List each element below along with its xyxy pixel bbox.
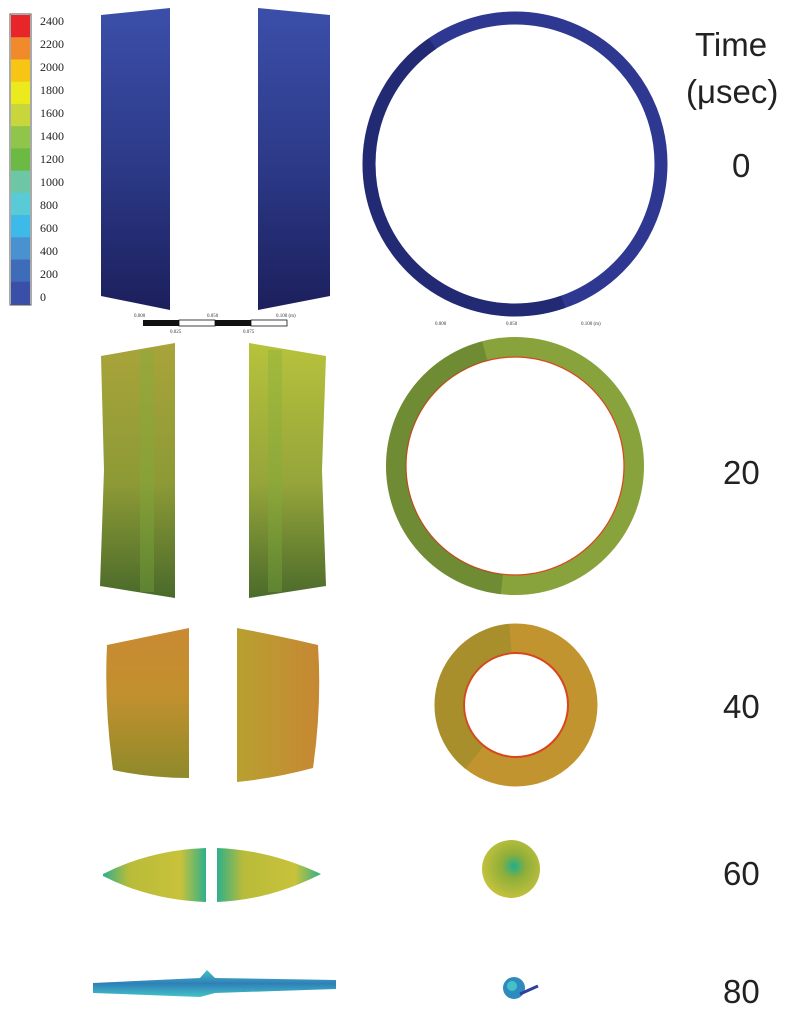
liner-side-left-t20 — [100, 343, 175, 598]
liner-side-right-t40 — [237, 628, 320, 782]
scale-bar-segment — [143, 320, 179, 326]
frame-t20 — [100, 337, 644, 598]
legend-tick-label: 2000 — [40, 60, 64, 74]
legend-tick-label: 0 — [40, 290, 46, 304]
legend-swatch — [11, 192, 30, 216]
scale-bar-segment — [215, 320, 251, 326]
liner-side-right-t0 — [258, 8, 330, 310]
legend-tick-label: 800 — [40, 198, 58, 212]
legend-labels: 2400 2200 2000 1800 1600 1400 1200 1000 … — [40, 14, 64, 304]
scale-bar-sublabel: 0.025 — [170, 330, 182, 335]
legend-swatch — [11, 259, 30, 283]
frame-t80 — [93, 970, 539, 999]
time-label-0: 0 — [732, 147, 750, 184]
legend-swatch — [11, 148, 30, 172]
legend-frame — [9, 13, 32, 306]
legend-tick-label: 1800 — [40, 83, 64, 97]
liner-side-right-t60 — [217, 848, 321, 902]
liner-ball-t60 — [482, 840, 540, 898]
scale-bar-label: 0.000 — [435, 322, 447, 327]
liner-ring-shade-t20 — [386, 337, 644, 595]
liner-ring-shade-t40 — [434, 623, 598, 787]
legend-tick-label: 1600 — [40, 106, 64, 120]
legend-swatch — [11, 81, 30, 105]
liner-stripe-t20 — [268, 350, 282, 592]
scale-bar-segment — [178, 319, 216, 327]
scale-bar-top: 0.000 0.050 0.100 (m) — [435, 322, 601, 327]
legend-tick-label: 2400 — [40, 14, 64, 28]
time-column: Time (μsec) 0 20 40 60 80 — [686, 26, 778, 1010]
legend-swatch — [11, 59, 30, 83]
time-label-40: 40 — [723, 688, 760, 725]
frame-t40 — [106, 623, 598, 787]
legend-swatch — [11, 281, 30, 305]
liner-side-left-t60 — [103, 848, 206, 902]
legend-swatch — [11, 103, 30, 127]
time-label-20: 20 — [723, 454, 760, 491]
legend-tick-label: 200 — [40, 267, 58, 281]
scale-bar-label: 0.100 (m) — [276, 314, 296, 319]
scale-bar-label: 0.050 — [207, 314, 219, 319]
frame-t0: 0.000 0.050 0.100 (m) 0.025 0.075 0.000 … — [101, 8, 668, 335]
legend-swatch — [11, 15, 30, 38]
liner-ring-shade-t0 — [362, 11, 668, 317]
liner-ring-inner-edge-t20 — [405, 356, 625, 576]
time-unit-label: (μsec) — [686, 73, 778, 110]
legend-swatches — [11, 15, 30, 305]
liner-ring-t20 — [386, 337, 644, 595]
legend-tick-label: 400 — [40, 244, 58, 258]
scale-bar-sublabel: 0.075 — [243, 330, 255, 335]
liner-stripe-t20 — [140, 350, 154, 592]
time-header-label: Time — [695, 26, 767, 63]
legend-tick-label: 2200 — [40, 37, 64, 51]
color-legend: 2400 2200 2000 1800 1600 1400 1200 1000 … — [9, 13, 64, 306]
legend-tick-label: 600 — [40, 221, 58, 235]
scale-bar-label: 0.050 — [506, 322, 518, 327]
scale-bar-side: 0.000 0.050 0.100 (m) 0.025 0.075 — [134, 314, 296, 335]
liner-ring-inner-edge-t40 — [463, 652, 569, 758]
liner-core-highlight-t80 — [507, 981, 517, 991]
liner-jet-t80 — [93, 970, 336, 997]
legend-tick-label: 1200 — [40, 152, 64, 166]
liner-tail-t80 — [519, 984, 539, 996]
legend-tick-label: 1400 — [40, 129, 64, 143]
frame-t60 — [103, 840, 540, 902]
liner-side-left-t40 — [106, 628, 189, 778]
time-label-80: 80 — [723, 973, 760, 1010]
time-label-60: 60 — [723, 855, 760, 892]
liner-side-right-t20 — [249, 343, 326, 598]
legend-swatch — [11, 215, 30, 238]
legend-swatch — [11, 170, 30, 194]
liner-side-left-t0 — [101, 8, 170, 310]
legend-swatch — [11, 237, 30, 261]
scale-bar-segment — [250, 319, 288, 327]
scale-bar-label: 0.000 — [134, 314, 146, 319]
scale-bar-label: 0.100 (m) — [581, 322, 601, 327]
legend-swatch — [11, 37, 30, 60]
legend-tick-label: 1000 — [40, 175, 64, 189]
legend-swatch — [11, 126, 30, 149]
